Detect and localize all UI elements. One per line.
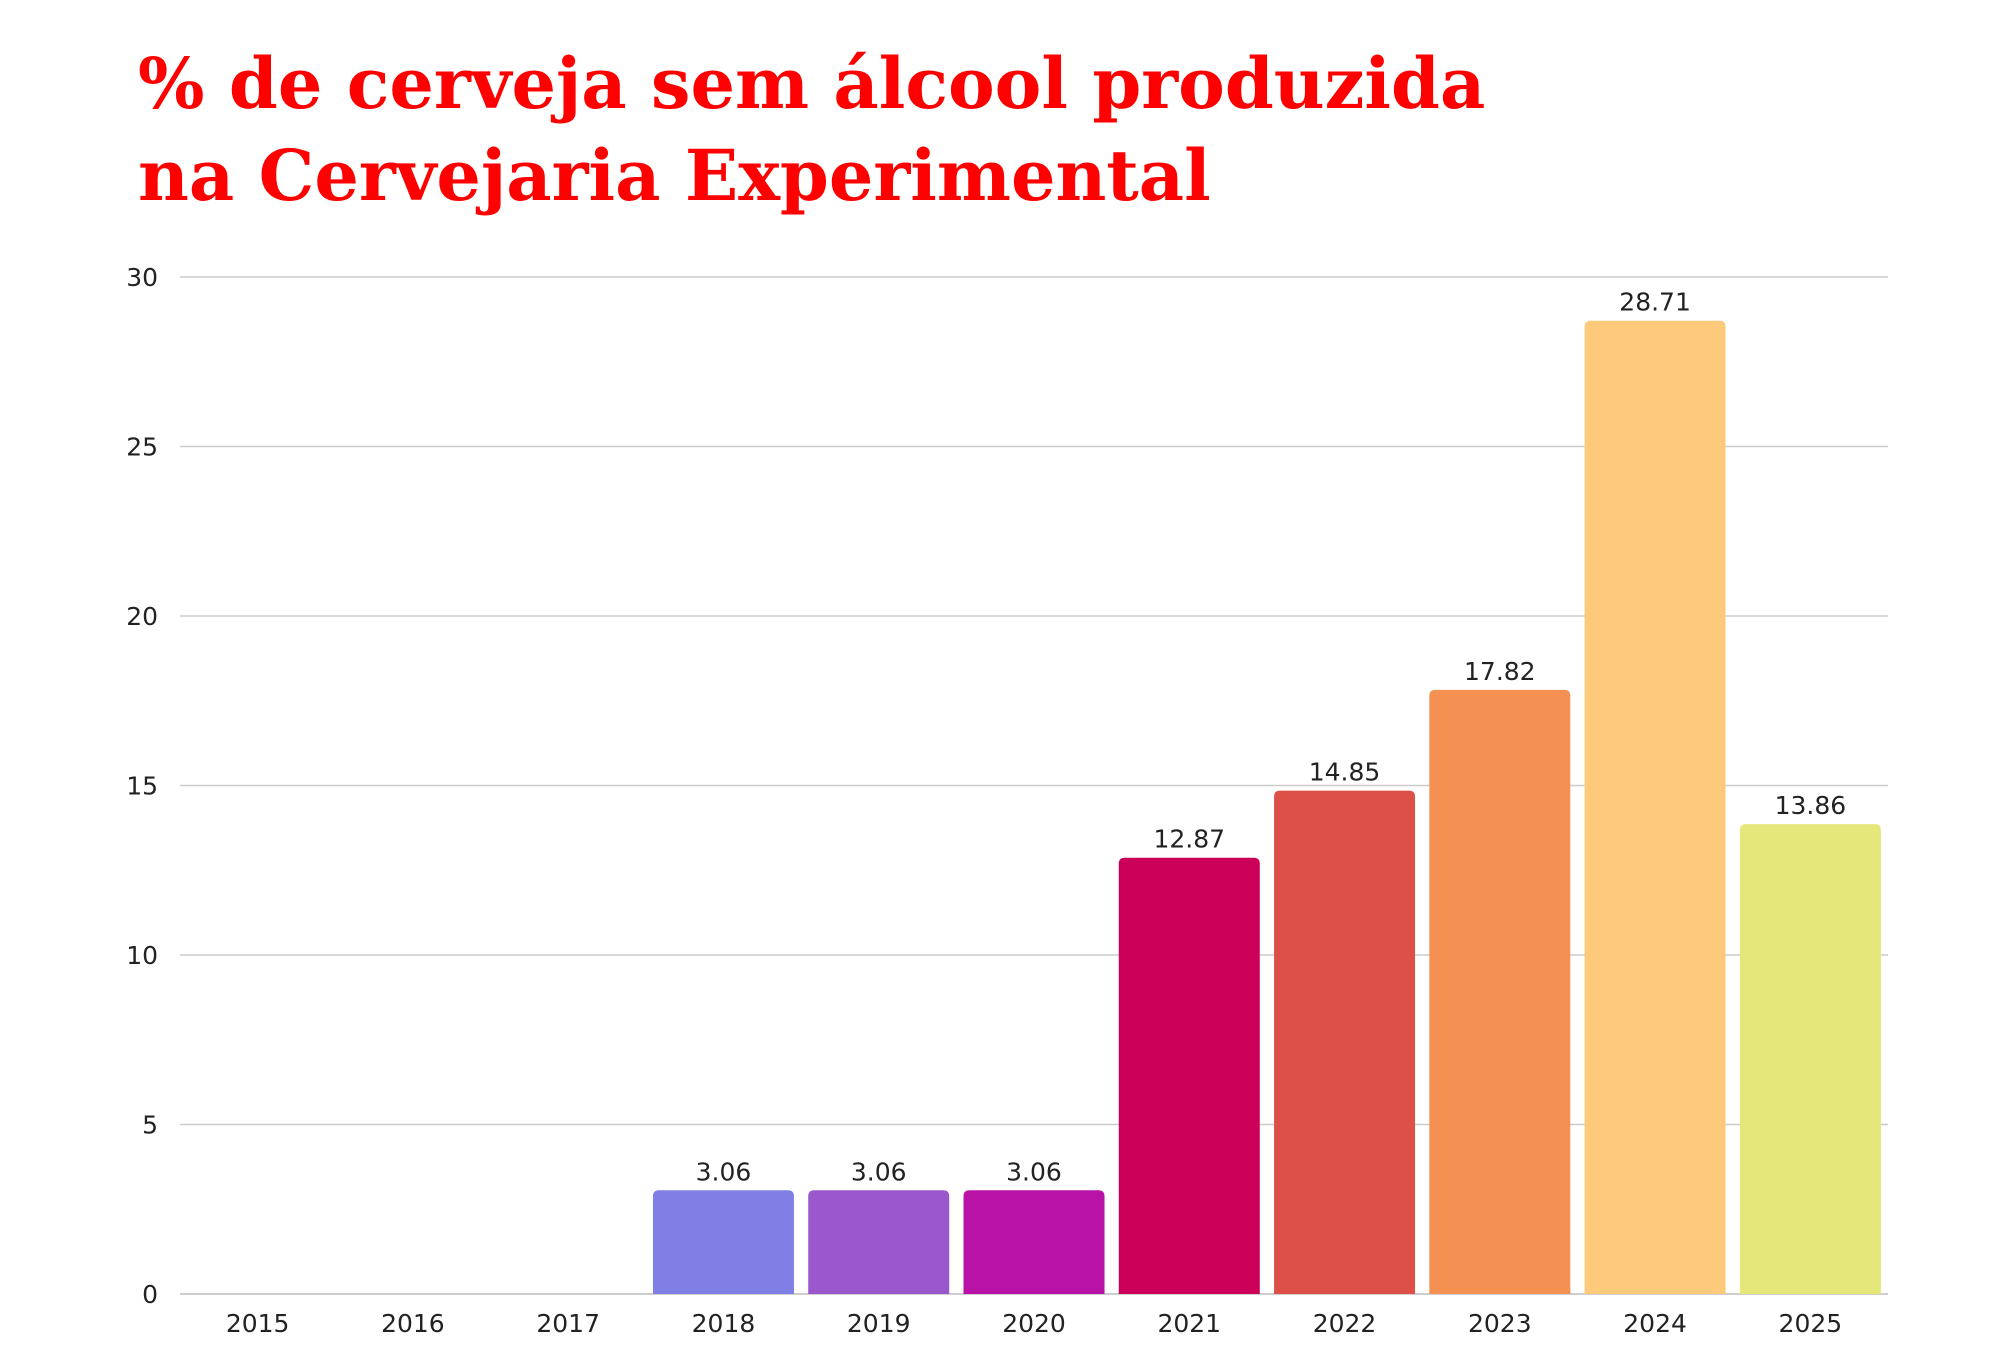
bar-2025 <box>1739 824 1881 1294</box>
bar-2022 <box>1274 790 1416 1294</box>
y-tick-label-20: 20 <box>126 602 158 631</box>
x-axis: 2015 2016 2017 2018 2019 2020 2021 2022 2023 2024… <box>226 1309 1842 1338</box>
bar-2024 <box>1584 320 1726 1295</box>
x-tick-label-2019: 2019 <box>847 1309 911 1338</box>
x-tick-label-2025: 2025 <box>1779 1309 1843 1338</box>
bar-2020 <box>963 1190 1105 1294</box>
x-tick-label-2018: 2018 <box>692 1309 756 1338</box>
x-tick-label-2020: 2020 <box>1002 1309 1066 1338</box>
y-tick-label-10: 10 <box>126 941 158 970</box>
y-axis: 0 5 10 15 20 25 30 <box>126 263 158 1309</box>
y-tick-label-15: 15 <box>126 772 158 801</box>
bar-2018 <box>652 1190 794 1294</box>
bar-data-labels: 3.06 3.06 3.06 12.87 14.85 17.82 28.71 13.86 <box>696 288 1847 1187</box>
chart-title-line-2: na Cervejaria Experimental <box>138 134 1211 217</box>
bar-data-label-2023: 17.82 <box>1464 657 1536 686</box>
bar-data-label-2020: 3.06 <box>1006 1157 1062 1186</box>
x-tick-label-2024: 2024 <box>1623 1309 1687 1338</box>
bar-data-label-2024: 28.71 <box>1619 288 1691 317</box>
x-tick-label-2015: 2015 <box>226 1309 290 1338</box>
bar-data-label-2019: 3.06 <box>851 1157 907 1186</box>
x-tick-label-2016: 2016 <box>381 1309 445 1338</box>
x-tick-label-2021: 2021 <box>1157 1309 1221 1338</box>
bar-data-label-2018: 3.06 <box>696 1157 752 1186</box>
y-tick-label-0: 0 <box>142 1280 158 1309</box>
bar-2019 <box>808 1190 950 1294</box>
x-tick-label-2023: 2023 <box>1468 1309 1532 1338</box>
chart-title: % de cerveja sem álcool produzida na Cer… <box>138 38 1838 222</box>
x-tick-label-2017: 2017 <box>536 1309 600 1338</box>
bar-data-label-2025: 13.86 <box>1775 791 1847 820</box>
y-tick-label-25: 25 <box>126 433 158 462</box>
bar-data-label-2022: 14.85 <box>1309 758 1381 787</box>
y-tick-label-30: 30 <box>126 263 158 292</box>
bar-data-label-2021: 12.87 <box>1153 825 1225 854</box>
x-tick-label-2022: 2022 <box>1313 1309 1377 1338</box>
chart-title-line-1: % de cerveja sem álcool produzida <box>138 42 1486 125</box>
bars <box>652 320 1881 1295</box>
y-tick-label-5: 5 <box>142 1111 158 1140</box>
bar-2021 <box>1118 857 1260 1294</box>
bar-2023 <box>1429 689 1571 1294</box>
